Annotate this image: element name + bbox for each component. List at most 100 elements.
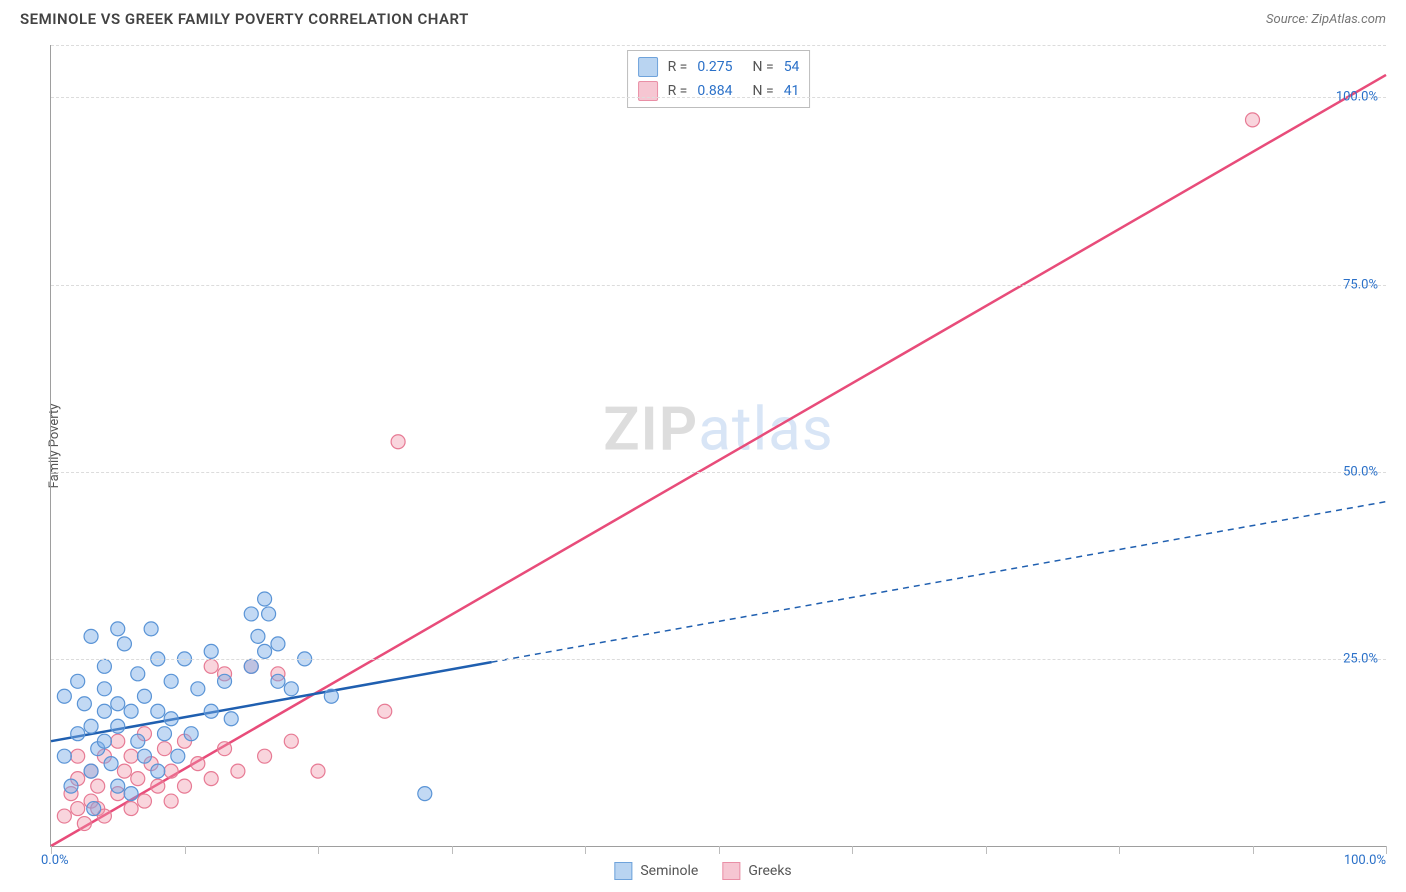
data-point bbox=[157, 727, 171, 741]
data-point bbox=[71, 674, 85, 688]
source-label: Source: ZipAtlas.com bbox=[1266, 12, 1386, 27]
data-point bbox=[111, 734, 125, 748]
legend-label: Greeks bbox=[748, 863, 791, 879]
x-tick bbox=[1119, 846, 1120, 854]
data-point bbox=[137, 689, 151, 703]
x-tick bbox=[1253, 846, 1254, 854]
data-point bbox=[84, 629, 98, 643]
data-point bbox=[262, 607, 276, 621]
data-point bbox=[178, 779, 192, 793]
data-point bbox=[137, 749, 151, 763]
data-point bbox=[151, 704, 165, 718]
data-point bbox=[57, 809, 71, 823]
data-point bbox=[231, 764, 245, 778]
x-tick bbox=[852, 846, 853, 854]
y-tick-label: 50.0% bbox=[1343, 464, 1378, 479]
data-point bbox=[97, 704, 111, 718]
x-tick bbox=[51, 846, 52, 854]
data-point bbox=[164, 674, 178, 688]
data-point bbox=[124, 787, 138, 801]
data-point bbox=[191, 757, 205, 771]
data-point bbox=[171, 749, 185, 763]
data-point bbox=[151, 764, 165, 778]
data-point bbox=[391, 435, 405, 449]
data-point bbox=[218, 742, 232, 756]
data-point bbox=[131, 667, 145, 681]
data-point bbox=[124, 802, 138, 816]
data-point bbox=[244, 607, 258, 621]
y-tick-label: 100.0% bbox=[1336, 90, 1378, 105]
data-point bbox=[131, 772, 145, 786]
data-point bbox=[258, 592, 272, 606]
data-point bbox=[97, 682, 111, 696]
data-point bbox=[204, 659, 218, 673]
trend-line-extrapolate bbox=[492, 502, 1386, 662]
data-point bbox=[1246, 113, 1260, 127]
data-point bbox=[151, 779, 165, 793]
data-point bbox=[184, 727, 198, 741]
data-point bbox=[97, 659, 111, 673]
data-point bbox=[84, 719, 98, 733]
x-axis-max-label: 100.0% bbox=[1344, 853, 1386, 868]
data-point bbox=[111, 622, 125, 636]
data-point bbox=[87, 802, 101, 816]
data-point bbox=[191, 682, 205, 696]
data-point bbox=[218, 674, 232, 688]
data-point bbox=[251, 629, 265, 643]
gridline bbox=[51, 97, 1386, 98]
x-axis-min-label: 0.0% bbox=[41, 853, 69, 868]
x-tick bbox=[185, 846, 186, 854]
y-tick-label: 75.0% bbox=[1343, 277, 1378, 292]
legend-swatch bbox=[722, 862, 740, 880]
gridline bbox=[51, 659, 1386, 660]
legend-item: Greeks bbox=[722, 862, 791, 880]
data-point bbox=[117, 637, 131, 651]
gridline bbox=[51, 472, 1386, 473]
x-tick bbox=[1386, 846, 1387, 854]
data-point bbox=[418, 787, 432, 801]
data-point bbox=[71, 802, 85, 816]
x-tick bbox=[986, 846, 987, 854]
data-point bbox=[111, 779, 125, 793]
data-point bbox=[131, 734, 145, 748]
data-point bbox=[324, 689, 338, 703]
data-point bbox=[244, 659, 258, 673]
x-tick bbox=[585, 846, 586, 854]
data-point bbox=[284, 734, 298, 748]
legend-label: Seminole bbox=[640, 863, 698, 879]
legend-item: Seminole bbox=[614, 862, 698, 880]
data-point bbox=[164, 794, 178, 808]
data-point bbox=[378, 704, 392, 718]
x-tick bbox=[452, 846, 453, 854]
x-tick bbox=[318, 846, 319, 854]
data-point bbox=[84, 764, 98, 778]
data-point bbox=[97, 734, 111, 748]
data-point bbox=[111, 697, 125, 711]
chart-title: SEMINOLE VS GREEK FAMILY POVERTY CORRELA… bbox=[20, 10, 469, 28]
data-point bbox=[284, 682, 298, 696]
data-point bbox=[64, 779, 78, 793]
gridline bbox=[51, 45, 1386, 46]
data-point bbox=[57, 689, 71, 703]
data-point bbox=[311, 764, 325, 778]
trend-line bbox=[51, 75, 1386, 846]
data-point bbox=[117, 764, 131, 778]
gridline bbox=[51, 285, 1386, 286]
x-tick bbox=[719, 846, 720, 854]
data-point bbox=[204, 704, 218, 718]
data-point bbox=[144, 622, 158, 636]
data-point bbox=[164, 712, 178, 726]
data-point bbox=[124, 749, 138, 763]
legend-swatch bbox=[614, 862, 632, 880]
data-point bbox=[258, 749, 272, 763]
scatter-svg bbox=[51, 45, 1386, 846]
data-point bbox=[157, 742, 171, 756]
data-point bbox=[258, 644, 272, 658]
data-point bbox=[137, 794, 151, 808]
y-tick-label: 25.0% bbox=[1343, 651, 1378, 666]
data-point bbox=[224, 712, 238, 726]
data-point bbox=[271, 637, 285, 651]
data-point bbox=[57, 749, 71, 763]
data-point bbox=[164, 764, 178, 778]
data-point bbox=[77, 697, 91, 711]
